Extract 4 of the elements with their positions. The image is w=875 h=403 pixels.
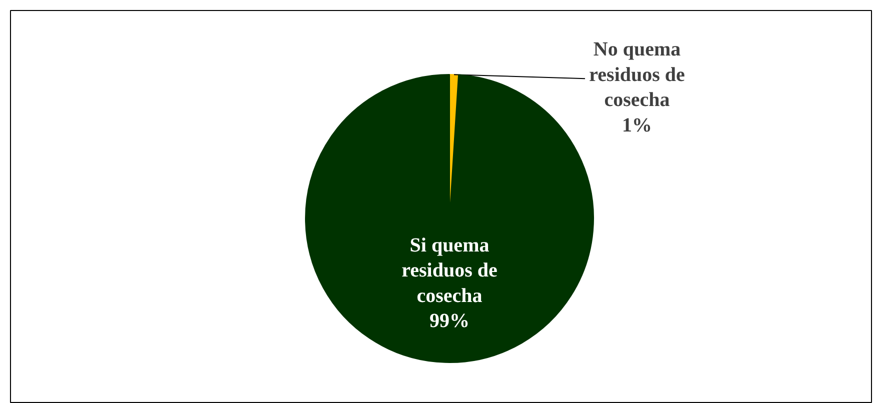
slice-label: Si quema residuos de cosecha xyxy=(402,234,498,307)
data-label: 99% xyxy=(430,310,470,332)
slice-label: No quema residuos de cosecha xyxy=(589,38,686,112)
data-label: 1% xyxy=(622,114,652,137)
